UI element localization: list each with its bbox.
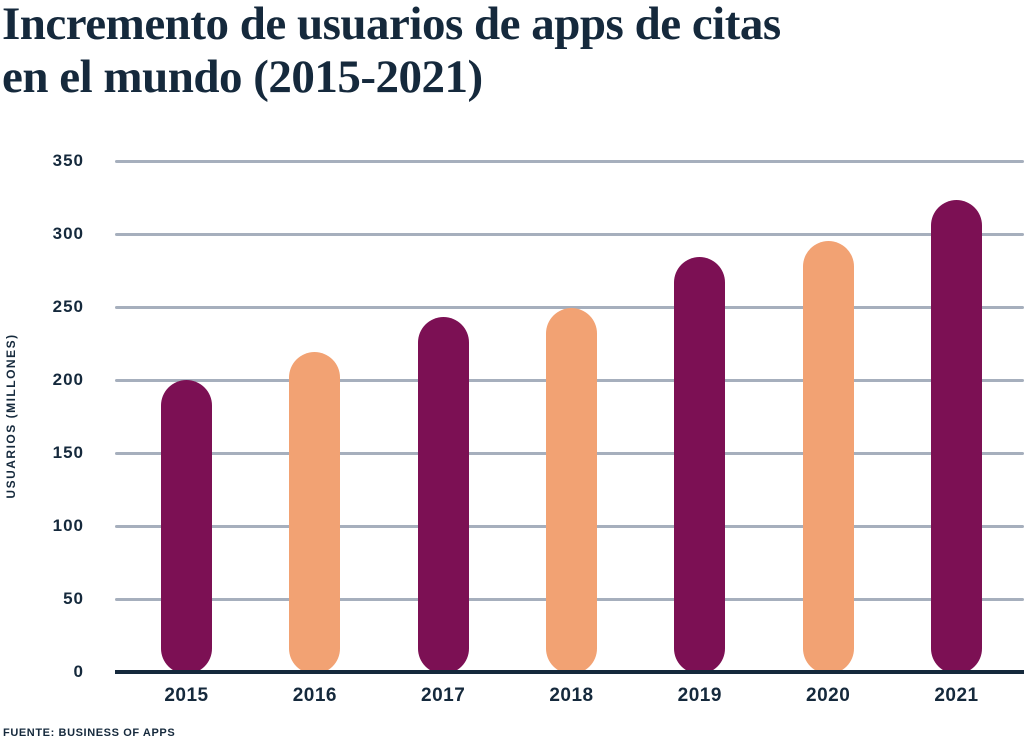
chart-title-line1: Incremento de usuarios de apps de citas <box>2 0 781 50</box>
x-tick-label-2021: 2021 <box>934 685 979 706</box>
gridline-250 <box>115 305 1024 309</box>
y-tick-label-0: 0 <box>73 662 84 681</box>
chart-title: Incremento de usuarios de apps de citas e… <box>2 0 781 104</box>
y-tick-label-200: 200 <box>52 370 84 389</box>
y-axis-title: USUARIOS (MILLONES) <box>4 333 18 499</box>
bar-2016 <box>289 352 341 674</box>
x-tick-label-2019: 2019 <box>677 685 722 706</box>
x-tick-label-2018: 2018 <box>549 685 594 706</box>
x-tick-label-2017: 2017 <box>421 685 466 706</box>
x-tick-label-2016: 2016 <box>292 685 337 706</box>
bar-2020 <box>802 241 854 674</box>
bar-chart-plot-area: 0 50 100 150 200 250 300 350 2015 2016 2017 2018 201… <box>53 151 1024 706</box>
bar-2019 <box>674 257 726 674</box>
y-tick-label-300: 300 <box>52 224 84 243</box>
bar-2017 <box>417 317 469 674</box>
x-tick-label-2020: 2020 <box>806 685 851 706</box>
chart-title-line2: en el mundo (2015-2021) <box>2 51 483 103</box>
bar-2015 <box>161 380 212 674</box>
y-tick-label-50: 50 <box>63 589 84 608</box>
bar-2021 <box>930 200 982 674</box>
source-credit: FUENTE: BUSINESS OF APPS <box>3 727 176 739</box>
y-tick-label-150: 150 <box>52 443 84 462</box>
y-tick-label-100: 100 <box>52 516 84 535</box>
y-tick-label-250: 250 <box>52 297 84 316</box>
x-axis-baseline <box>115 670 1024 674</box>
x-tick-label-2015: 2015 <box>164 685 209 706</box>
bar-2018 <box>545 308 597 674</box>
gridline-300 <box>115 232 1024 236</box>
gridline-350 <box>115 159 1024 163</box>
y-tick-label-350: 350 <box>52 151 84 170</box>
